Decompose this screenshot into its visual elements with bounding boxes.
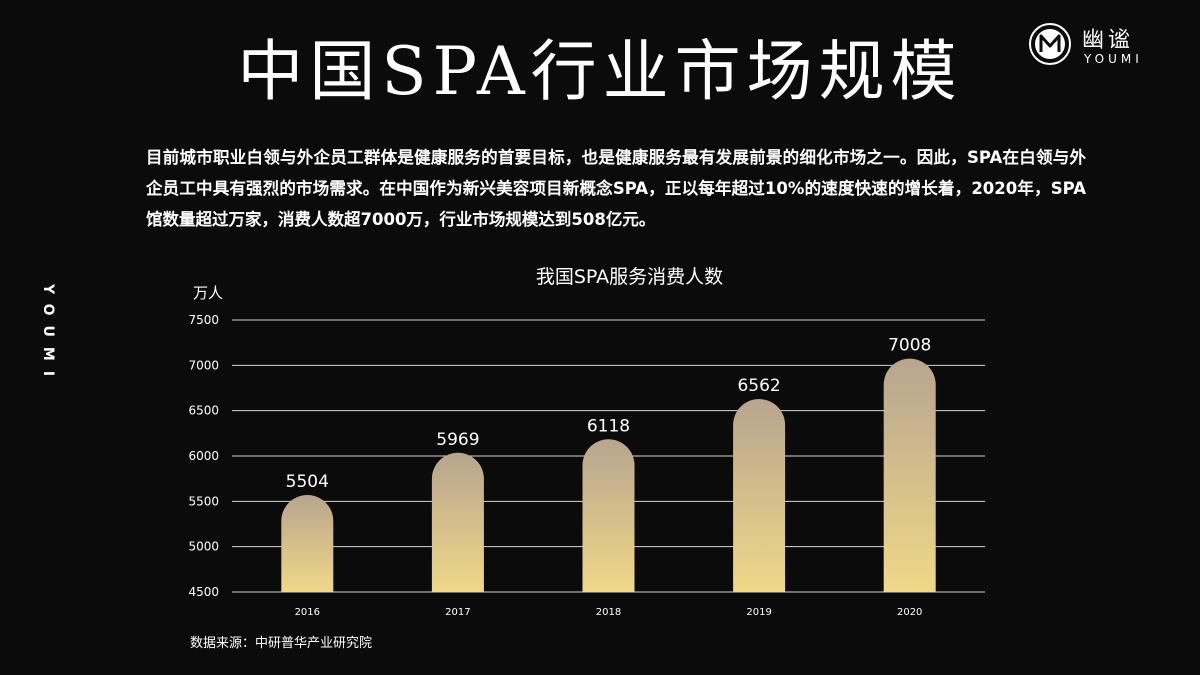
x-tick-label: 2016 [295, 607, 320, 618]
logo-name-en: YOUMI [1084, 52, 1143, 66]
bar-2020 [883, 358, 936, 592]
data-label-2018: 6118 [587, 416, 630, 436]
labels: 4500 5000 5500 6000 6500 7000 7500 5504 2016 5969… [188, 313, 931, 618]
chart-title: 我国SPA服务消费人数 [535, 266, 724, 288]
bar-2018 [582, 439, 635, 592]
logo-name-cn: 幽谧 [1082, 28, 1135, 53]
data-label-2020: 7008 [888, 336, 931, 356]
page-title: 中国SPA行业市场规模 [237, 33, 963, 110]
side-brand-label: YOUMI [40, 284, 56, 387]
data-label-2016: 5504 [286, 472, 329, 492]
logo-m-icon [1029, 23, 1071, 65]
data-label-2019: 6562 [737, 376, 780, 396]
x-tick-label: 2020 [897, 607, 922, 618]
x-tick-label: 2017 [445, 607, 470, 618]
bar-2017 [431, 452, 484, 592]
brand-logo: 幽谧 YOUMI [1028, 20, 1178, 74]
bars [281, 358, 936, 592]
intro-paragraph: 目前城市职业白领与外企员工群体是健康服务的首要目标，也是健康服务最有发展前景的细… [146, 148, 1086, 229]
bar-2019 [733, 399, 786, 592]
y-tick-label: 7500 [188, 313, 219, 327]
bar-2016 [281, 494, 334, 592]
data-label-2017: 5969 [436, 430, 479, 450]
y-tick-label: 6500 [188, 404, 219, 418]
x-tick-label: 2019 [746, 607, 771, 618]
data-source-note: 数据来源：中研普华产业研究院 [190, 636, 373, 651]
y-tick-label: 4500 [188, 585, 219, 599]
x-tick-label: 2018 [596, 607, 621, 618]
y-tick-label: 7000 [188, 358, 219, 372]
y-tick-label: 5000 [188, 540, 219, 554]
y-tick-label: 6000 [188, 449, 219, 463]
y-tick-label: 5500 [188, 494, 219, 508]
y-axis-unit: 万人 [193, 284, 224, 302]
